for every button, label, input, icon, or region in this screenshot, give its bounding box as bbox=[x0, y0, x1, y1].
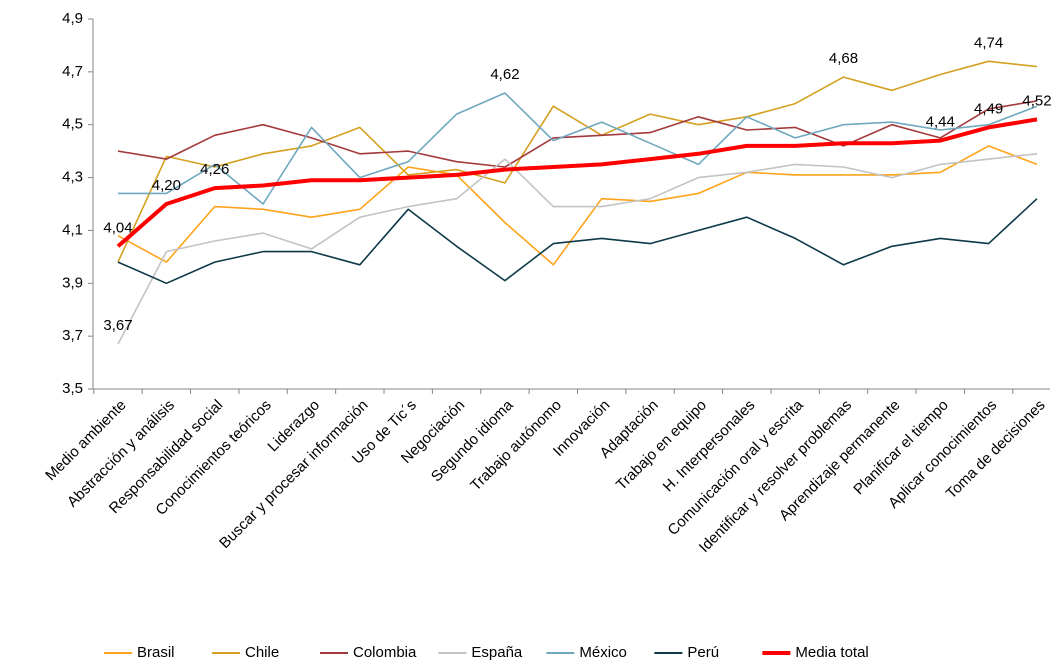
y-tick-label: 4,5 bbox=[62, 116, 83, 133]
legend-label: México bbox=[579, 644, 627, 661]
series-line bbox=[117, 145, 1038, 266]
data-label: 4,04 bbox=[103, 219, 132, 236]
x-tick-label: Segundo idioma bbox=[428, 396, 517, 485]
data-label: 3,67 bbox=[103, 317, 132, 334]
series-line bbox=[116, 117, 1038, 248]
legend-label: Chile bbox=[245, 644, 279, 661]
y-tick-label: 3,9 bbox=[62, 274, 83, 291]
series-line bbox=[117, 100, 1038, 168]
x-tick-label: H. Interpersonales bbox=[660, 397, 759, 496]
y-tick-label: 3,5 bbox=[62, 380, 83, 397]
series-line bbox=[117, 153, 1038, 345]
legend-label: Perú bbox=[687, 644, 719, 661]
data-label: 4,74 bbox=[974, 34, 1003, 51]
y-tick-label: 4,9 bbox=[62, 10, 83, 27]
data-label: 4,26 bbox=[200, 161, 229, 178]
legend-label: Colombia bbox=[353, 644, 417, 661]
legend-label: Brasil bbox=[137, 644, 175, 661]
x-tick-label: Trabajo autónomo bbox=[467, 397, 565, 495]
series-line bbox=[117, 60, 1038, 263]
data-label: 4,52 bbox=[1022, 92, 1051, 109]
data-label: 4,68 bbox=[829, 50, 858, 67]
legend-label: Media total bbox=[795, 644, 868, 661]
data-label: 4,20 bbox=[152, 177, 181, 194]
data-label: 4,44 bbox=[926, 114, 955, 131]
data-label: 4,49 bbox=[974, 100, 1003, 117]
x-tick-label: Trabajo en equipo bbox=[613, 397, 710, 494]
y-tick-label: 4,3 bbox=[62, 169, 83, 186]
series-line bbox=[117, 198, 1038, 285]
x-tick-label: Medio ambiente bbox=[42, 397, 129, 484]
y-tick-label: 3,7 bbox=[62, 327, 83, 344]
series-line bbox=[118, 92, 1038, 205]
data-label: 4,62 bbox=[490, 66, 519, 83]
y-tick-label: 4,7 bbox=[62, 63, 83, 80]
legend-label: España bbox=[471, 644, 523, 661]
y-tick-label: 4,1 bbox=[62, 221, 83, 238]
